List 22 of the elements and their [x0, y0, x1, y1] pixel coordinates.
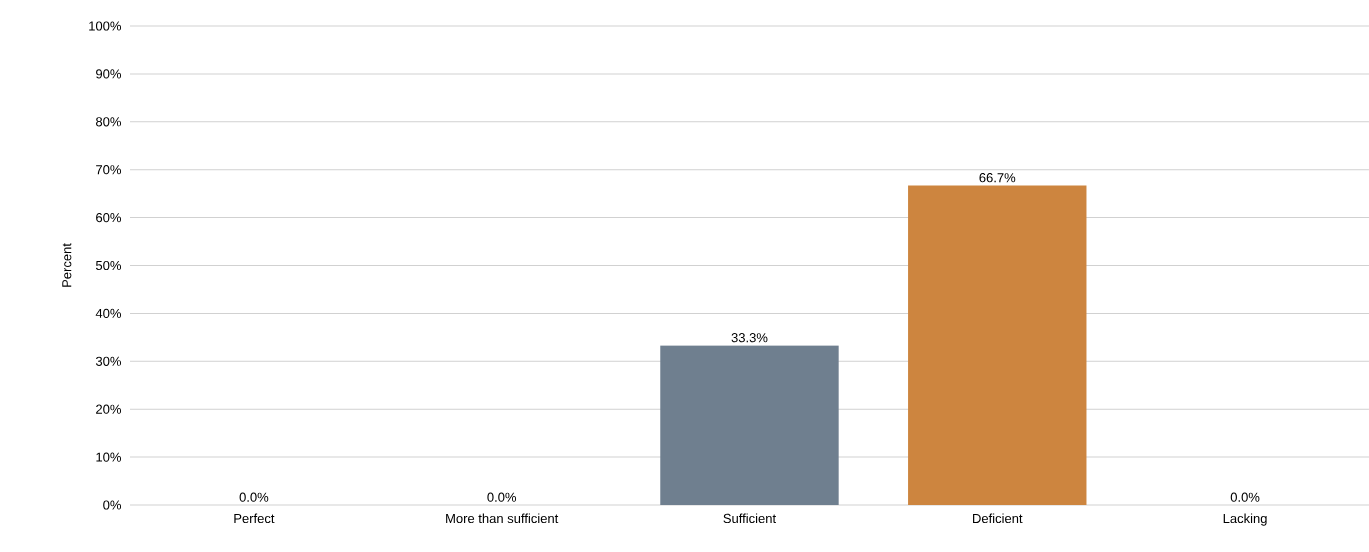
data-label: 0.0% [1230, 492, 1260, 502]
y-tick-label: 80% [96, 117, 122, 127]
x-tick-label: More than sufficient [446, 513, 559, 524]
y-tick-label: 30% [95, 356, 122, 366]
y-tick-label: 90% [96, 69, 122, 79]
data-label: 33.3% [731, 333, 768, 343]
data-label: 0.0% [487, 492, 517, 502]
x-tick-label: Sufficient [723, 513, 776, 524]
data-label: 66.7% [979, 173, 1016, 183]
y-tick-label: 40% [95, 308, 122, 318]
y-tick-label: 70% [96, 165, 122, 175]
x-tick-label: Deficient [973, 513, 1023, 524]
y-tick-label: 0% [103, 500, 122, 510]
x-tick-label: Perfect [234, 513, 275, 524]
y-tick-label: 10% [96, 452, 122, 462]
y-tick-label: 100% [89, 21, 122, 31]
data-label: 0.0% [239, 492, 269, 502]
y-tick-label: 50% [95, 260, 122, 271]
y-axis-title: Percent [62, 243, 72, 287]
x-tick-label: Lacking [1223, 513, 1267, 526]
y-tick-label: 60% [96, 212, 122, 223]
y-tick-label: 20% [96, 404, 122, 414]
